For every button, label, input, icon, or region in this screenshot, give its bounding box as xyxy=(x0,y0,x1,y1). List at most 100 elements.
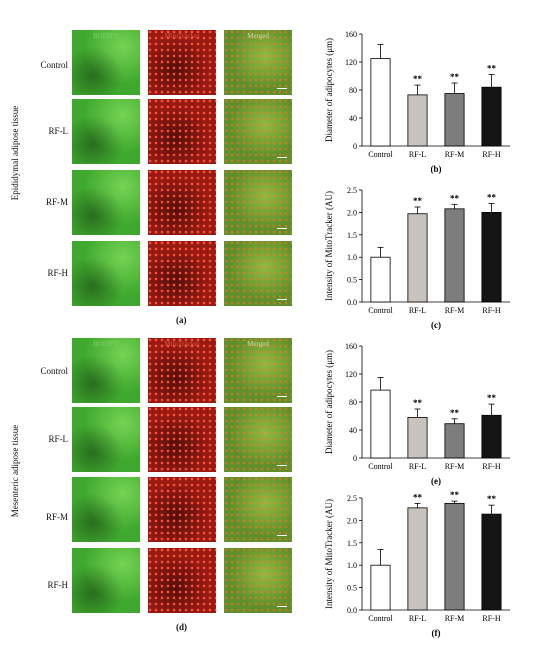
y-tick-label: 160 xyxy=(345,30,357,39)
x-tick-label: RF-L xyxy=(409,150,426,159)
scale-bar xyxy=(277,464,287,466)
x-tick-label: Control xyxy=(368,462,393,471)
y-tick-label: 0.5 xyxy=(347,276,357,285)
significance-marker: ** xyxy=(413,74,423,84)
significance-marker: ** xyxy=(487,64,497,74)
micrograph-a-rfm-bodipy xyxy=(72,170,140,235)
significance-marker: ** xyxy=(450,72,460,82)
bar-rf-l xyxy=(407,94,428,147)
y-tick-label: 1.5 xyxy=(347,539,357,548)
row-label-control: Control xyxy=(40,60,68,70)
significance-marker: ** xyxy=(487,494,497,504)
row-label-control: Control xyxy=(40,366,68,376)
y-tick-label: 2.5 xyxy=(347,494,357,503)
column-label-mitotracker: MitoTracker xyxy=(164,340,200,348)
row-label-rf-m: RF-M xyxy=(45,197,68,207)
significance-marker: ** xyxy=(413,398,423,408)
x-tick-label: RF-L xyxy=(409,306,426,315)
y-tick-label: 0.5 xyxy=(347,584,357,593)
y-tick-label: 2.5 xyxy=(347,186,357,195)
y-axis-label: Intensity of MitoTracker (AU) xyxy=(324,499,334,609)
column-label-bodipy: BODIPY xyxy=(92,32,120,40)
panel-letter: (e) xyxy=(431,476,441,486)
micrograph-d-rfm-mitotracker xyxy=(148,477,216,542)
y-tick-label: 2.0 xyxy=(347,208,357,217)
x-tick-label: RF-H xyxy=(482,614,500,623)
scale-bar xyxy=(277,227,287,229)
bar-rf-l xyxy=(407,507,428,611)
micrograph-a-control-merged: Merged xyxy=(224,30,292,95)
micrograph-d-rfl-bodipy xyxy=(72,407,140,472)
micrograph-a-rfl-merged xyxy=(224,99,292,164)
micrograph-a-rfm-merged xyxy=(224,170,292,235)
row-label-rf-l: RF-L xyxy=(48,126,68,136)
x-tick-label: RF-H xyxy=(482,150,500,159)
chart-f: Intensity of MitoTracker (AU) 0.0 0.5 1.0 1.… xyxy=(324,490,510,638)
column-label-merged: Merged xyxy=(247,340,269,348)
scale-bar xyxy=(277,156,287,158)
bar-rf-h xyxy=(481,414,502,459)
y-tick-label: 40 xyxy=(349,114,357,123)
panel-letter: (c) xyxy=(431,320,441,330)
y-tick-label: 1.5 xyxy=(347,231,357,240)
scale-bar xyxy=(277,395,287,397)
bar-rf-m xyxy=(444,208,465,303)
row-label-rf-h: RF-H xyxy=(47,268,68,278)
panel-letter-a: (a) xyxy=(176,315,187,325)
x-tick-label: RF-L xyxy=(409,462,426,471)
bar-rf-l xyxy=(407,417,428,459)
micrograph-d-rfh-merged xyxy=(224,548,292,613)
bar-rf-m xyxy=(444,423,465,459)
y-axis-label: Diameter of adipocytes (μm) xyxy=(324,38,334,142)
x-tick-label: RF-M xyxy=(445,462,465,471)
panel-a-side-label: Epididymal adipose tissue xyxy=(10,105,20,201)
micrograph-a-rfm-mitotracker xyxy=(148,170,216,235)
significance-marker: ** xyxy=(487,393,497,403)
bar-control xyxy=(370,256,391,303)
y-tick-label: 0 xyxy=(353,142,357,151)
y-tick-label: 0 xyxy=(353,454,357,463)
significance-marker: ** xyxy=(413,492,423,502)
micrograph-d-control-bodipy: BODIPY xyxy=(72,338,140,403)
micrograph-a-rfh-mitotracker xyxy=(148,241,216,306)
panel-d-side-label: Mesenteric adipose tissue xyxy=(10,424,20,518)
row-label-rf-l: RF-L xyxy=(48,434,68,444)
x-tick-label: Control xyxy=(368,306,393,315)
y-tick-label: 160 xyxy=(345,342,357,351)
x-tick-label: RF-H xyxy=(482,462,500,471)
y-axis-label: Diameter of adipocytes (μm) xyxy=(324,350,334,454)
chart-b: Diameter of adipocytes (μm) 0 40 80 120 160 Co… xyxy=(324,30,510,174)
panel-letter: (b) xyxy=(431,164,442,174)
y-tick-label: 80 xyxy=(349,398,357,407)
micrograph-a-rfh-bodipy xyxy=(72,241,140,306)
y-tick-label: 0.0 xyxy=(347,606,357,615)
bar-rf-l xyxy=(407,213,428,303)
bar-rf-h xyxy=(481,86,502,147)
y-axis-label: Intensity of MitoTracker (AU) xyxy=(324,191,334,301)
y-tick-label: 120 xyxy=(345,58,357,67)
column-label-merged: Merged xyxy=(247,32,269,40)
significance-marker: ** xyxy=(450,490,460,500)
micrograph-a-rfl-mitotracker xyxy=(148,99,216,164)
micrograph-a-control-mitotracker: MitoTracker xyxy=(148,30,216,95)
micrograph-a-rfl-bodipy xyxy=(72,99,140,164)
micrograph-d-rfh-mitotracker xyxy=(148,548,216,613)
chart-e: Diameter of adipocytes (μm) 0 40 80 120 160 Co… xyxy=(324,342,510,486)
y-tick-label: 120 xyxy=(345,370,357,379)
micrograph-d-rfm-bodipy xyxy=(72,477,140,542)
x-tick-label: Control xyxy=(368,150,393,159)
significance-marker: ** xyxy=(450,193,460,203)
scale-bar xyxy=(277,298,287,300)
y-tick-label: 2.0 xyxy=(347,516,357,525)
micrograph-d-rfh-bodipy xyxy=(72,548,140,613)
scale-bar xyxy=(277,605,287,607)
significance-marker: ** xyxy=(487,192,497,202)
x-tick-label: RF-L xyxy=(409,614,426,623)
bar-rf-h xyxy=(481,513,502,611)
panel-letter-d: (d) xyxy=(176,622,187,632)
bar-control xyxy=(370,58,391,147)
y-tick-label: 0.0 xyxy=(347,298,357,307)
column-label-bodipy: BODIPY xyxy=(92,340,120,348)
bar-rf-m xyxy=(444,93,465,147)
panel-letter: (f) xyxy=(432,628,441,638)
